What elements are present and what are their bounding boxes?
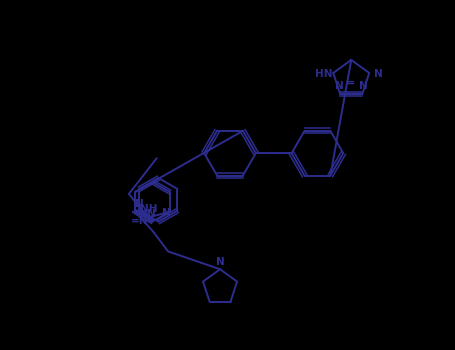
Text: N: N xyxy=(216,257,224,267)
Text: N: N xyxy=(359,81,368,91)
Text: HN: HN xyxy=(314,69,332,79)
Text: N: N xyxy=(335,81,344,91)
Text: N: N xyxy=(136,199,144,209)
Text: =: = xyxy=(347,78,355,88)
Text: N: N xyxy=(162,208,171,218)
Text: =N: =N xyxy=(131,216,148,226)
Text: N: N xyxy=(374,69,383,79)
Text: NH: NH xyxy=(141,204,158,214)
Text: N: N xyxy=(147,209,156,219)
